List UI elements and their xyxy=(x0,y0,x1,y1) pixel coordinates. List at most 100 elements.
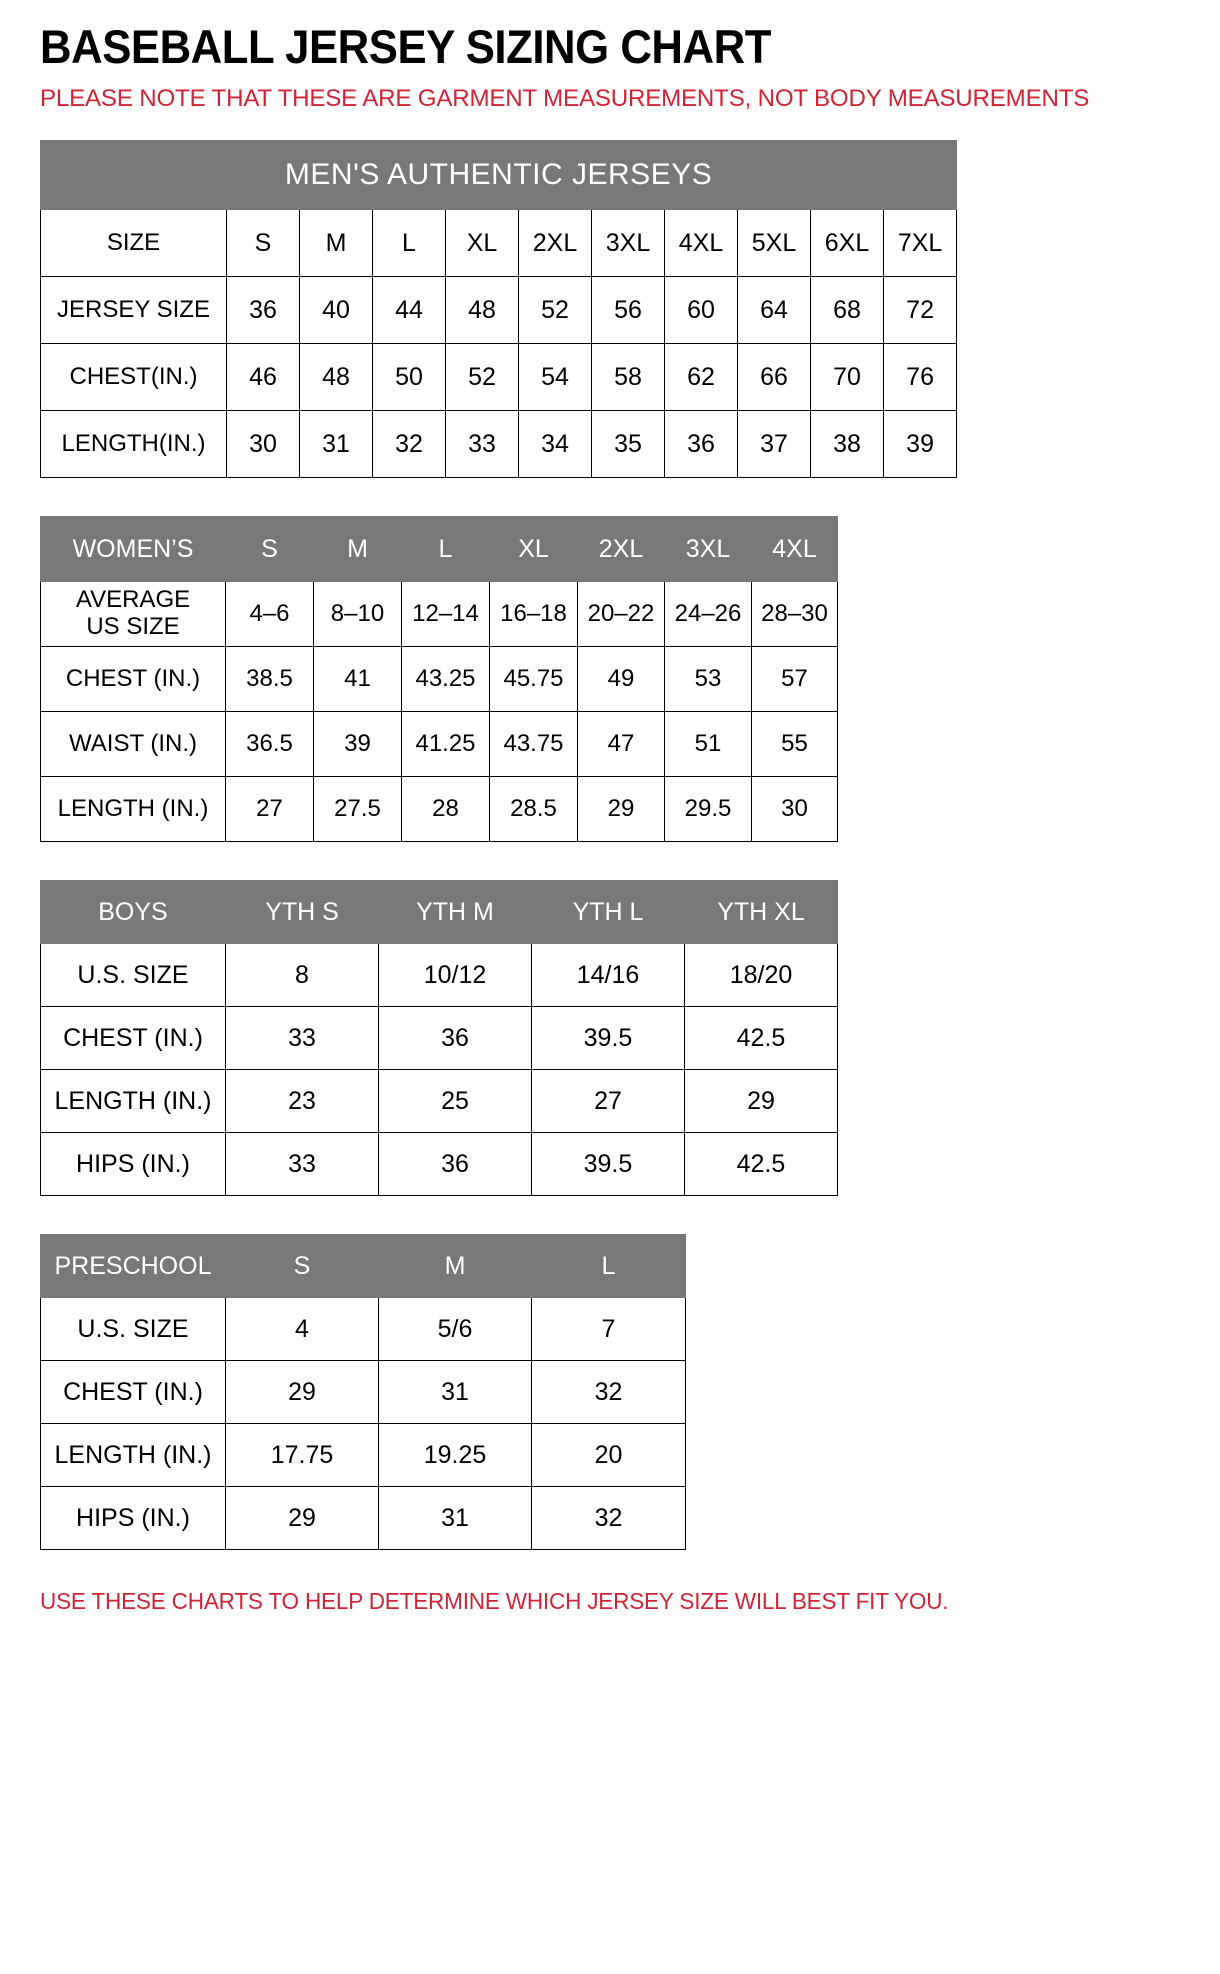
women-col-header: 3XL xyxy=(664,516,752,583)
boys-cell: 10/12 xyxy=(378,943,532,1008)
women-cell: 51 xyxy=(664,711,752,778)
boys-row-label: LENGTH (IN.) xyxy=(40,1069,226,1134)
preschool-cell: 4 xyxy=(225,1297,379,1362)
men-col-header: 6XL xyxy=(810,209,884,278)
table-row: CHEST (IN.) 33 36 39.5 42.5 xyxy=(40,1006,838,1071)
women-cell: 12–14 xyxy=(401,581,490,648)
women-cell: 20–22 xyxy=(577,581,665,648)
men-cell: 31 xyxy=(299,410,373,479)
preschool-cell: 29 xyxy=(225,1360,379,1425)
boys-cell: 36 xyxy=(378,1006,532,1071)
men-cell: 76 xyxy=(882,343,958,412)
men-col-header: 2XL xyxy=(518,209,592,278)
boys-cell: 39.5 xyxy=(531,1132,685,1197)
men-col-header: S xyxy=(226,209,300,278)
boys-cell: 23 xyxy=(225,1069,379,1134)
men-cell: 36 xyxy=(664,410,738,479)
men-cell: 48 xyxy=(445,276,519,345)
women-cell: 41 xyxy=(313,646,402,713)
mens-authentic-jerseys-table: MEN'S AUTHENTIC JERSEYS SIZE S M L XL 2X… xyxy=(39,140,958,479)
men-cell: 46 xyxy=(226,343,300,412)
boys-jerseys-table: BOYS YTH S YTH M YTH L YTH XL U.S. SIZE … xyxy=(40,880,838,1197)
boys-col-header: YTH S xyxy=(225,880,379,945)
preschool-cell: 5/6 xyxy=(378,1297,532,1362)
women-col-header: 4XL xyxy=(751,516,838,583)
women-cell: 28–30 xyxy=(751,581,838,648)
women-col-header: L xyxy=(401,516,490,583)
men-cell: 70 xyxy=(810,343,884,412)
boys-cell: 42.5 xyxy=(684,1132,838,1197)
women-cell: 43.25 xyxy=(401,646,490,713)
boys-col-header: YTH L xyxy=(531,880,685,945)
men-cell: 50 xyxy=(372,343,446,412)
boys-row-label: HIPS (IN.) xyxy=(40,1132,226,1197)
men-cell: 48 xyxy=(299,343,373,412)
women-cell: 29 xyxy=(577,776,665,843)
men-col-header: L xyxy=(372,209,446,278)
women-cell: 45.75 xyxy=(489,646,578,713)
men-row-label: CHEST(IN.) xyxy=(40,343,227,412)
boys-row-label: U.S. SIZE xyxy=(40,943,226,1008)
women-row-label: AVERAGE US SIZE xyxy=(40,581,226,648)
men-row-label: JERSEY SIZE xyxy=(40,276,227,345)
women-cell: 47 xyxy=(577,711,665,778)
men-cell: 37 xyxy=(737,410,811,479)
men-cell: 58 xyxy=(591,343,665,412)
womens-jerseys-table: WOMEN’S S M L XL 2XL 3XL 4XL AVERAGE US … xyxy=(40,516,838,843)
men-cell: 52 xyxy=(445,343,519,412)
table-header-row: WOMEN’S S M L XL 2XL 3XL 4XL xyxy=(40,516,838,583)
table-row: U.S. SIZE 8 10/12 14/16 18/20 xyxy=(40,943,838,1008)
women-table-title: WOMEN’S xyxy=(40,516,226,583)
women-cell: 27 xyxy=(225,776,314,843)
table-row: AVERAGE US SIZE 4–6 8–10 12–14 16–18 20–… xyxy=(40,581,838,648)
table-row: CHEST(IN.) 46 48 50 52 54 58 62 66 70 76 xyxy=(40,343,958,412)
men-cell: 32 xyxy=(372,410,446,479)
table-header-row: BOYS YTH S YTH M YTH L YTH XL xyxy=(40,880,838,945)
boys-col-header: YTH XL xyxy=(684,880,838,945)
women-row-label: CHEST (IN.) xyxy=(40,646,226,713)
women-cell: 29.5 xyxy=(664,776,752,843)
table-banner-row: MEN'S AUTHENTIC JERSEYS xyxy=(39,140,958,211)
men-cell: 35 xyxy=(591,410,665,479)
boys-col-header: YTH M xyxy=(378,880,532,945)
table-row: JERSEY SIZE 36 40 44 48 52 56 60 64 68 7… xyxy=(40,276,958,345)
preschool-col-header: L xyxy=(531,1234,686,1299)
women-row-label: WAIST (IN.) xyxy=(40,711,226,778)
men-cell: 52 xyxy=(518,276,592,345)
boys-cell: 33 xyxy=(225,1006,379,1071)
men-cell: 34 xyxy=(518,410,592,479)
women-cell: 28.5 xyxy=(489,776,578,843)
preschool-cell: 32 xyxy=(531,1360,686,1425)
preschool-cell: 31 xyxy=(378,1360,532,1425)
women-col-header: M xyxy=(313,516,402,583)
boys-cell: 27 xyxy=(531,1069,685,1134)
women-cell: 16–18 xyxy=(489,581,578,648)
men-col-header: 4XL xyxy=(664,209,738,278)
boys-cell: 29 xyxy=(684,1069,838,1134)
preschool-row-label: CHEST (IN.) xyxy=(40,1360,226,1425)
table-row: HIPS (IN.) 33 36 39.5 42.5 xyxy=(40,1132,838,1197)
women-cell: 55 xyxy=(751,711,838,778)
table-header-row: PRESCHOOL S M L xyxy=(40,1234,686,1299)
preschool-cell: 19.25 xyxy=(378,1423,532,1488)
boys-cell: 33 xyxy=(225,1132,379,1197)
men-col-header: 7XL xyxy=(882,209,958,278)
preschool-cell: 31 xyxy=(378,1486,532,1551)
preschool-row-label: U.S. SIZE xyxy=(40,1297,226,1362)
women-cell: 57 xyxy=(751,646,838,713)
table-row: WAIST (IN.) 36.5 39 41.25 43.75 47 51 55 xyxy=(40,711,838,778)
boys-cell: 18/20 xyxy=(684,943,838,1008)
boys-table-title: BOYS xyxy=(40,880,226,945)
preschool-cell: 20 xyxy=(531,1423,686,1488)
men-cell: 64 xyxy=(737,276,811,345)
sizing-chart-page: BASEBALL JERSEY SIZING CHART PLEASE NOTE… xyxy=(39,22,1089,1614)
table-row: SIZE S M L XL 2XL 3XL 4XL 5XL 6XL 7XL xyxy=(40,209,958,278)
preschool-cell: 32 xyxy=(531,1486,686,1551)
table-row: U.S. SIZE 4 5/6 7 xyxy=(40,1297,686,1362)
boys-cell: 8 xyxy=(225,943,379,1008)
preschool-cell: 7 xyxy=(531,1297,686,1362)
preschool-jerseys-table: PRESCHOOL S M L U.S. SIZE 4 5/6 7 CHEST … xyxy=(40,1234,686,1551)
table-row: HIPS (IN.) 29 31 32 xyxy=(40,1486,686,1551)
mens-table-title: MEN'S AUTHENTIC JERSEYS xyxy=(39,140,958,211)
women-cell: 53 xyxy=(664,646,752,713)
